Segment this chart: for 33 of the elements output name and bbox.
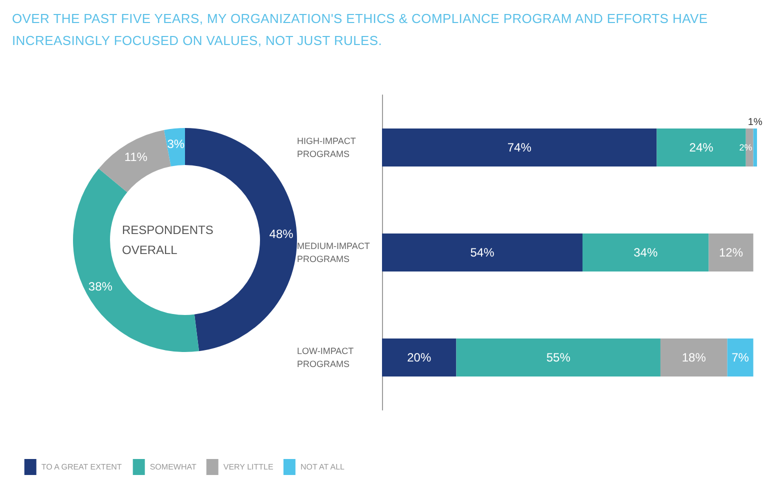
data-label: 55% bbox=[546, 350, 571, 364]
chart-title: OVER THE PAST FIVE YEARS, MY ORGANIZATION'S ETHICS & COMPLIANCE PROGRAM AND EFFORTS HAVE INCREASINGLY FOCUSED ON VALUES, NOT JUST RULES. bbox=[12, 10, 709, 50]
bar bbox=[753, 128, 757, 166]
data-label: 48% bbox=[269, 226, 294, 241]
data-label: 54% bbox=[470, 246, 495, 260]
bar bbox=[660, 338, 728, 376]
y-tick-label: LOW-IMPACT PROGRAMS bbox=[297, 346, 356, 369]
bar bbox=[456, 338, 660, 376]
legend-label: TO A GREAT EXTENT bbox=[41, 462, 122, 472]
bar bbox=[727, 338, 754, 376]
data-label: 20% bbox=[407, 350, 432, 364]
data-label: 1% bbox=[748, 117, 762, 128]
data-label: 38% bbox=[88, 279, 113, 294]
legend-label: VERY LITTLE bbox=[223, 462, 274, 472]
data-label: 12% bbox=[718, 246, 744, 260]
data-label: 7% bbox=[732, 350, 750, 364]
data-label: 3% bbox=[167, 136, 185, 151]
legend-label: NOT AT ALL bbox=[300, 462, 346, 472]
data-label: 74% bbox=[507, 140, 532, 154]
bar bbox=[382, 128, 657, 166]
legend-label: SOMEWHAT bbox=[150, 462, 196, 472]
y-tick-label: MEDIUM-IMPACT PROGRAMS bbox=[297, 241, 372, 264]
data-label: 11% bbox=[124, 150, 148, 164]
data-label: 2% bbox=[739, 142, 752, 152]
data-label: 34% bbox=[634, 246, 658, 260]
data-label: 24% bbox=[689, 140, 714, 154]
y-tick-label: HIGH-IMPACT PROGRAMS bbox=[297, 136, 358, 159]
data-label: 18% bbox=[682, 350, 706, 364]
bar bbox=[382, 338, 456, 376]
text: RESPONDENTS OVERALL bbox=[122, 223, 214, 257]
bar bbox=[382, 234, 582, 272]
bar bbox=[582, 234, 709, 272]
bar bbox=[708, 234, 754, 272]
